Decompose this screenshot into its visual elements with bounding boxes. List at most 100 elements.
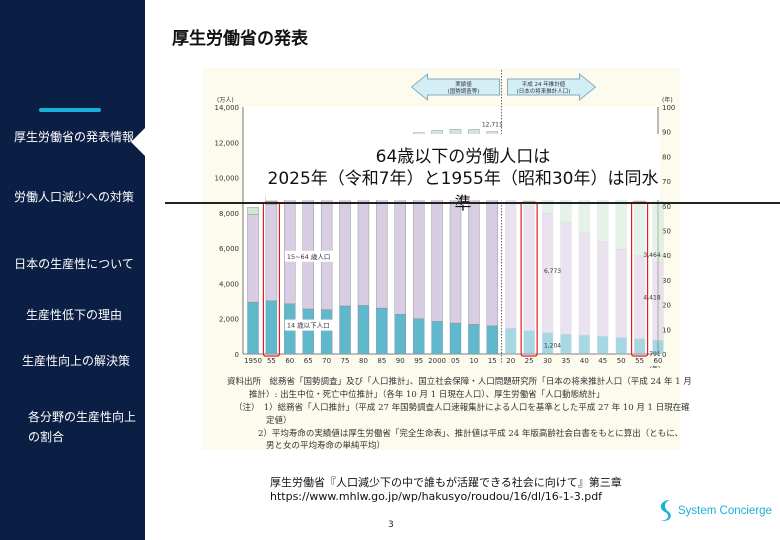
bar-child	[505, 328, 517, 355]
data-label: 4,418	[643, 294, 660, 301]
y-tick-label: 0	[235, 351, 239, 359]
bar-elderly	[247, 207, 259, 215]
sidebar-accent-bar	[39, 108, 101, 112]
x-tick-label: 25	[525, 357, 534, 365]
bar-child	[339, 305, 351, 355]
divider-line	[165, 202, 780, 204]
svg-text:System Concierge: System Concierge	[678, 505, 772, 517]
x-tick-label: 95	[414, 357, 423, 365]
y2-tick-label: 40	[662, 252, 671, 260]
bar-working	[578, 232, 591, 336]
y2-tick-label: 0	[662, 351, 666, 359]
bar-elderly	[652, 200, 664, 263]
actual-arrow-icon	[410, 72, 501, 102]
x-tick-label: 45	[598, 357, 607, 365]
bar-child	[633, 338, 646, 355]
x-tick-label: 35	[561, 357, 570, 365]
y2-tick-label: 80	[662, 153, 671, 161]
sidebar-item-announcement[interactable]: 厚生労働省の発表情報	[13, 130, 134, 144]
bar-child	[394, 314, 406, 355]
y2-tick-label: 50	[662, 228, 671, 236]
y-tick-label: 2,000	[219, 316, 239, 324]
headline-line-1: 64歳以下の労働人口は	[375, 147, 551, 167]
x-tick-label: 50	[617, 357, 626, 365]
sidebar-item-solutions[interactable]: 生産性向上の解決策	[22, 354, 131, 368]
sidebar-item-productivity[interactable]: 日本の生産性について	[14, 257, 134, 271]
projection-sublabel: (日本の将来推計人口)	[517, 87, 571, 95]
x-tick-label: 60	[285, 357, 294, 365]
source-url[interactable]: https://www.mhlw.go.jp/wp/hakusyo/roudou…	[270, 490, 603, 503]
company-logo: System Concierge	[656, 497, 776, 523]
page-title: 厚生労働省の発表	[172, 29, 308, 49]
bar-child	[486, 325, 499, 355]
system-concierge-logo-icon: System Concierge	[660, 500, 772, 521]
label-bg	[284, 319, 333, 331]
x-tick-label: 20	[506, 357, 515, 365]
x-tick-label: 10	[469, 357, 478, 365]
bar-child	[302, 308, 314, 355]
projection-arrow-icon	[507, 72, 597, 102]
x-tick-label: 30	[543, 357, 552, 365]
x-tick-label: 75	[341, 357, 350, 365]
data-label: 791	[649, 351, 661, 358]
x-tick-label: 2000	[428, 357, 446, 365]
note-line: 2）平均寿命の実績値は厚生労働省「完全生命表」、推計値は平成 24 年版高齢社会…	[258, 429, 683, 439]
bar-child	[431, 321, 443, 355]
population-chart: 0 2,000 4,000 6,000 8,000 10,000 12,000 14,000 0…	[215, 70, 675, 368]
bar-working	[560, 221, 572, 335]
x-tick-label: 05	[451, 357, 460, 365]
bar-child	[468, 324, 480, 355]
note-line: 資料出所 総務省「国勢調査」及び「人口推計」、国立社会保障・人口問題研究所「日本…	[227, 377, 692, 387]
bar-child	[265, 300, 278, 355]
x-tick-label: 55	[635, 357, 644, 365]
bar-child	[412, 318, 425, 355]
y2-tick-label: 60	[662, 203, 671, 211]
data-label: 1,204	[544, 342, 561, 349]
x-tick-label: 80	[359, 357, 368, 365]
bar-child	[578, 334, 591, 355]
x-tick-label: 15	[488, 357, 497, 365]
bar-child	[247, 301, 259, 355]
sidebar-item-countermeasures[interactable]: 労働人口減少への対策	[13, 190, 134, 204]
y2-tick-label: 100	[662, 104, 675, 112]
x-tick-label: 90	[396, 357, 405, 365]
note-line: 定値）	[266, 416, 292, 426]
bar-child	[560, 333, 572, 355]
data-label: 6,773	[544, 268, 561, 275]
series-label-child: 14 歳以下人口	[287, 321, 330, 330]
note-line: （注） 1）総務省「人口推計」（平成 27 年国勢調査人口速報集計による人口を基…	[234, 403, 690, 413]
bar-working	[597, 241, 609, 337]
y-tick-label: 4,000	[219, 280, 239, 288]
note-line: 男と女の平均寿命の単純平均）	[266, 441, 386, 451]
sidebar: 厚生労働省の発表情報 労働人口減少への対策 日本の生産性について 生産性低下の理…	[0, 0, 146, 540]
headline-overlay: 64歳以下の労働人口は 2025年（令和7年）と1955年（昭和30年）は同水準	[266, 134, 660, 214]
x-tick-label: 60	[654, 357, 663, 365]
y2-tick-label: 90	[662, 129, 671, 137]
bar-child	[615, 337, 627, 355]
active-pointer-icon	[131, 127, 146, 157]
data-label: 3,464	[643, 252, 660, 259]
y-tick-label: 12,000	[215, 139, 240, 147]
actual-label: 実績値	[455, 80, 472, 88]
y-tick-label: 6,000	[219, 245, 239, 253]
y-tick-label: 14,000	[215, 104, 240, 112]
y2-axis-label: (年)	[662, 96, 673, 104]
bar-child	[320, 309, 333, 355]
label-bg	[284, 250, 333, 262]
headline-line-2: 2025年（令和7年）と1955年（昭和30年）は同水準	[267, 169, 659, 214]
sidebar-item-decline-reasons[interactable]: 生産性低下の理由	[25, 308, 122, 322]
y2-tick-label: 70	[662, 178, 671, 186]
projection-label: 平成 24 年推計値	[522, 80, 566, 88]
y-axis-label: (万人)	[217, 97, 234, 104]
sidebar-item-improvement-ratio[interactable]: 各分野の生産性向上の割合	[28, 410, 137, 444]
bar-child	[357, 305, 370, 355]
chart-panel: 0 2,000 4,000 6,000 8,000 10,000 12,000 14,000 0…	[202, 68, 692, 451]
data-label: 12,711	[482, 121, 503, 128]
y2-tick-label: 30	[662, 277, 671, 285]
y-tick-label: 10,000	[215, 175, 240, 183]
bar-child	[376, 307, 388, 355]
series-label-working: 15~64 歳人口	[287, 252, 331, 261]
note-line: 推計）: 出生中位・死亡中位推計」（各年 10 月 1 日現在人口）、厚生労働省…	[249, 390, 605, 400]
bar-child	[449, 322, 462, 355]
y-tick-label: 8,000	[219, 210, 239, 218]
